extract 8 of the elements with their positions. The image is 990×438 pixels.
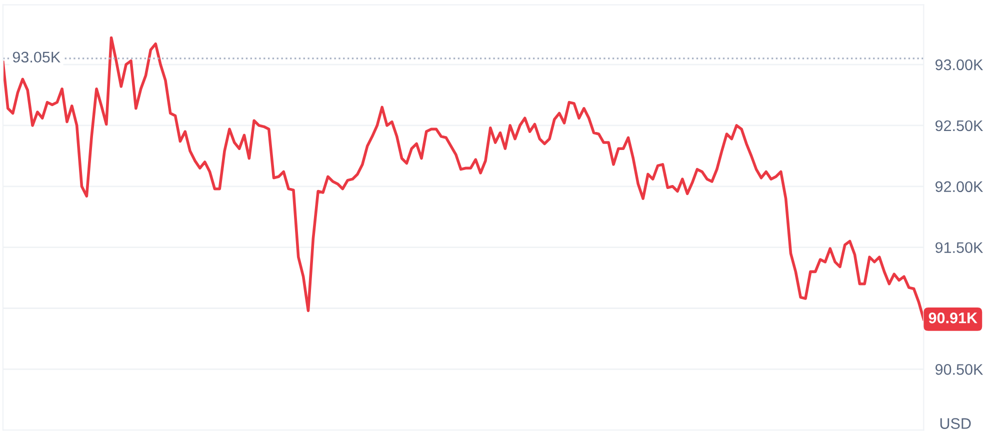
y-tick-label: 92.00K	[935, 181, 984, 192]
text: USD	[940, 418, 971, 429]
y-tick-label: 91.50K	[935, 242, 984, 254]
text: 90.91K	[928, 312, 978, 324]
ref-line-label: 93.05K	[12, 52, 60, 63]
y-tick-label: 93.00K	[935, 59, 984, 70]
y-tick-label: 90.50K	[935, 364, 984, 375]
y-tick-label: 92.50K	[935, 120, 984, 132]
